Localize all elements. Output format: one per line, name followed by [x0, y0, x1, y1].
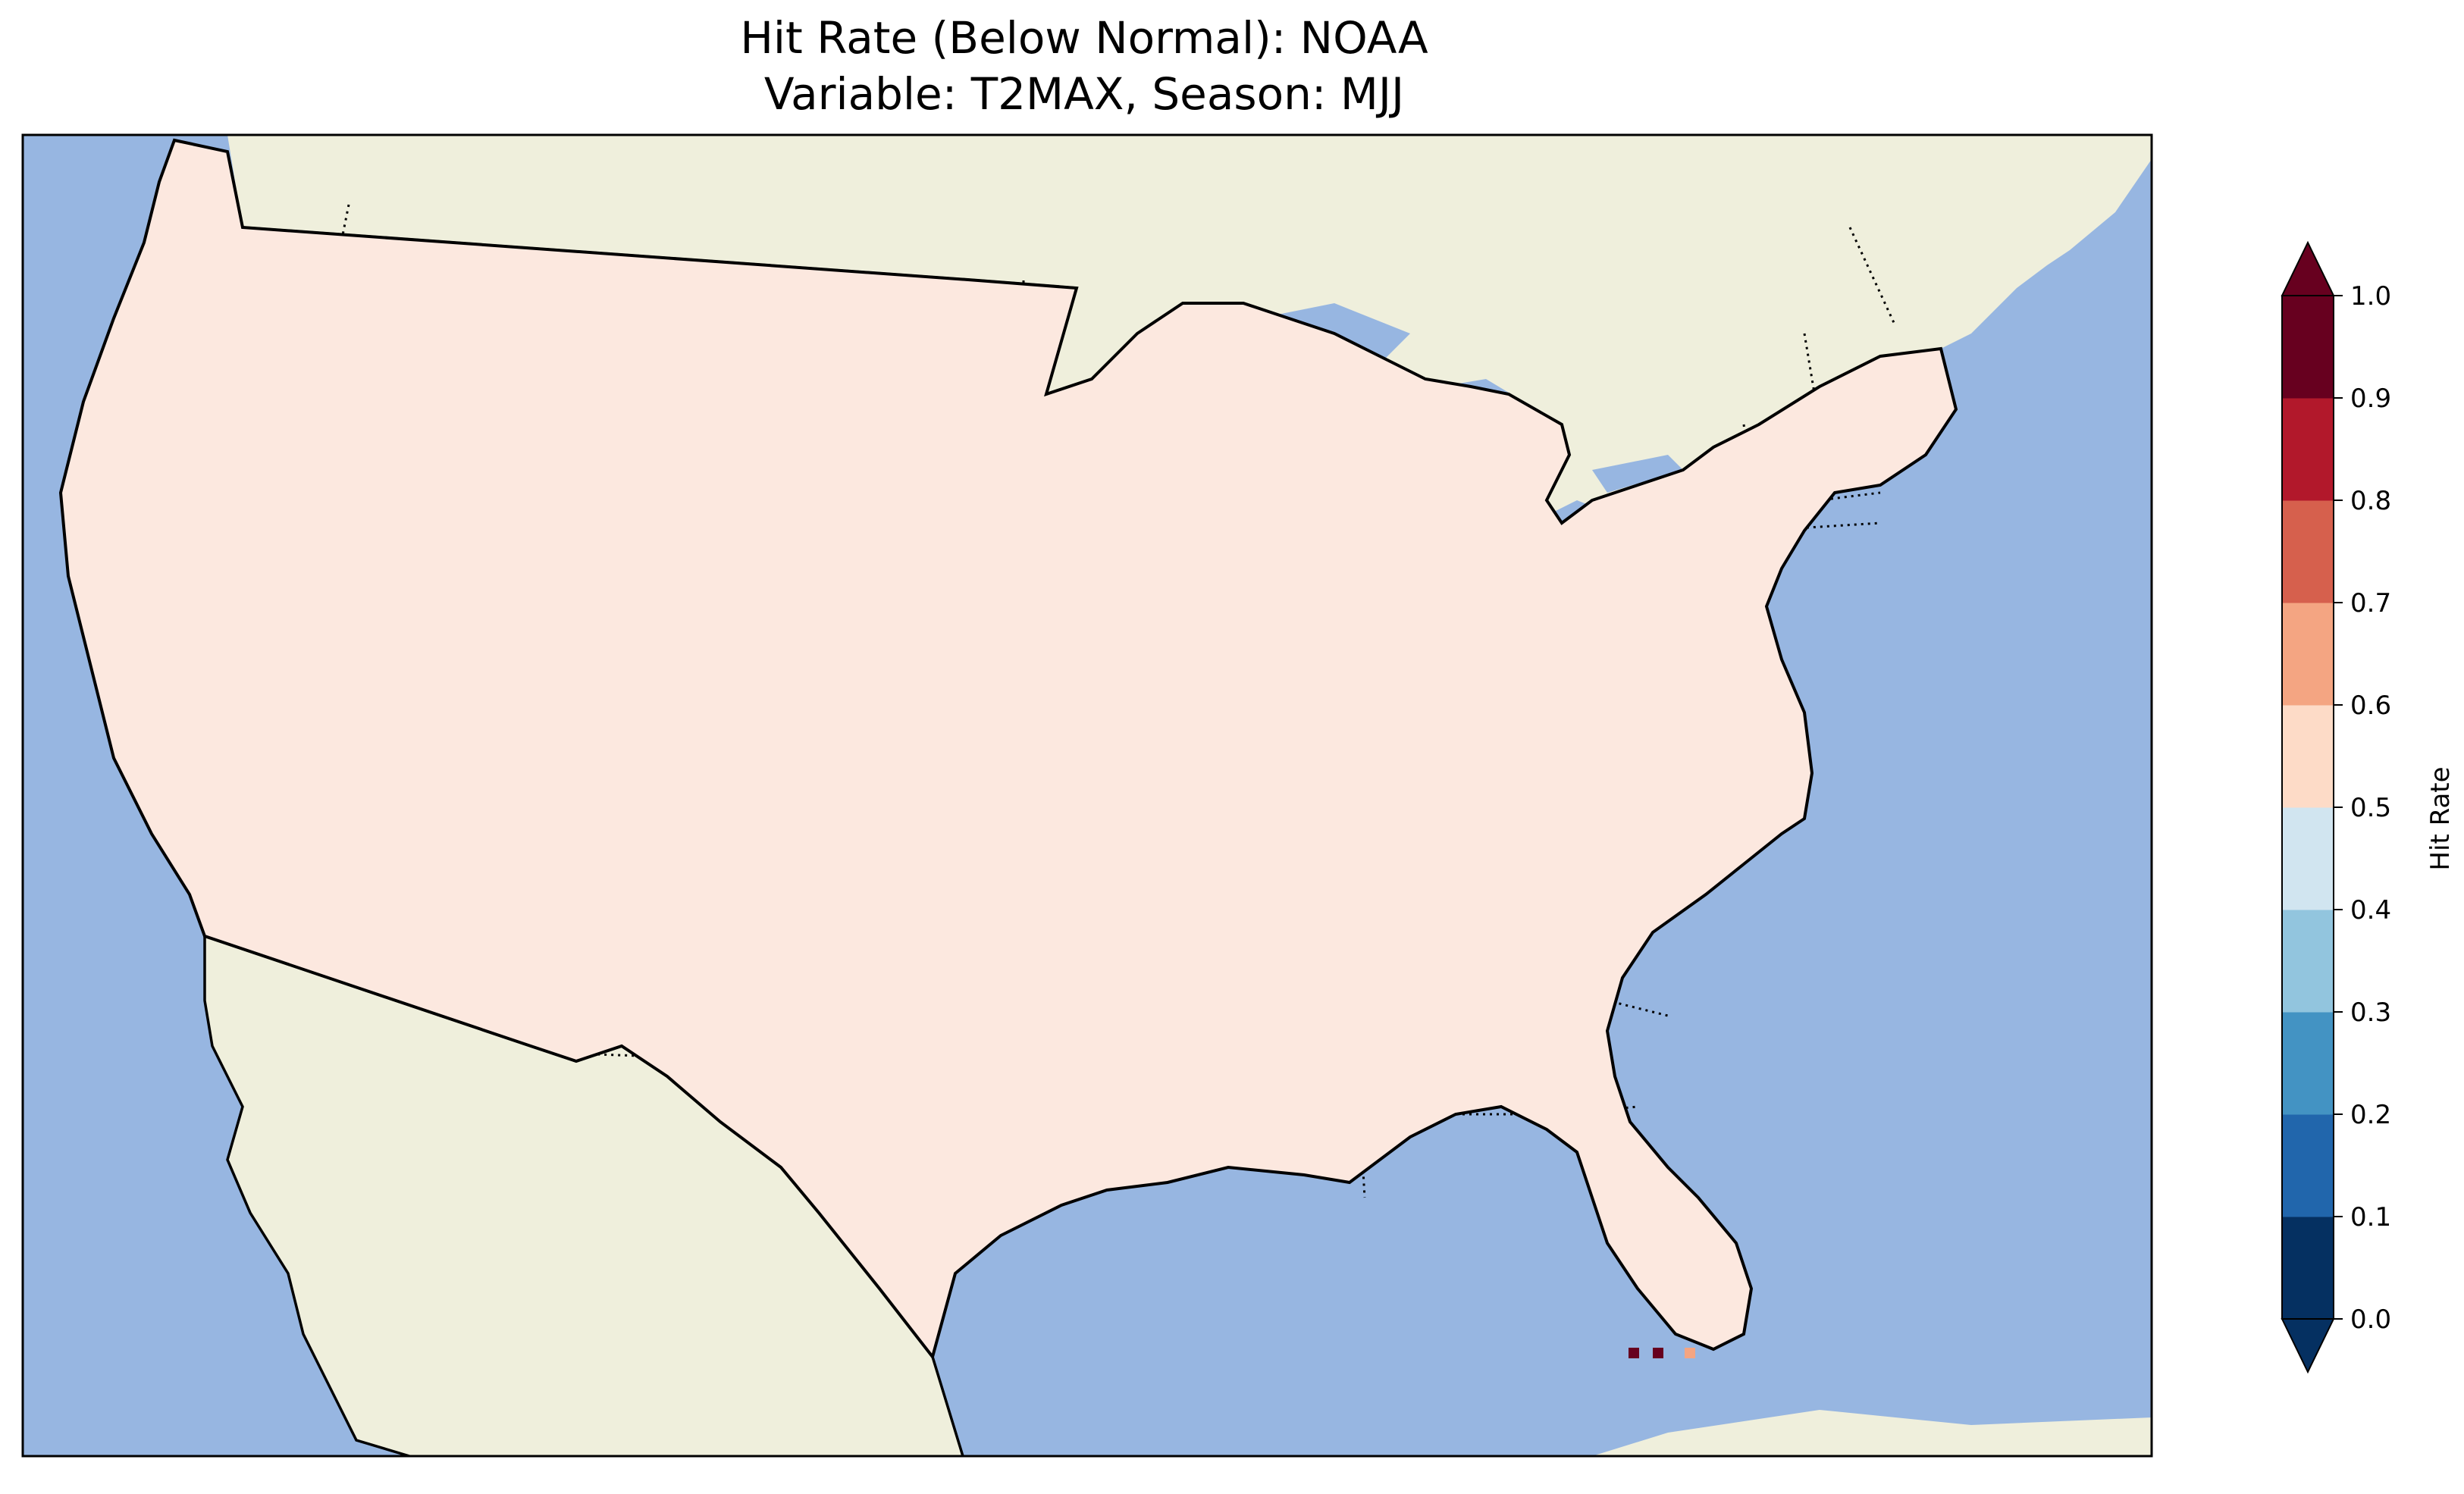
- colorbar-bin-6: [2282, 603, 2334, 706]
- mexico-coastline: [203, 936, 410, 1456]
- colorbar-bin-3: [2282, 910, 2334, 1013]
- colorbar-bin-4: [2282, 807, 2334, 910]
- mexico-land: [205, 936, 963, 1456]
- colorbar-tick-label: 0.3: [2350, 998, 2391, 1028]
- colorbar-tick-label: 0.1: [2350, 1202, 2391, 1232]
- colorbar: 0.0 0.1 0.2 0.3 0.4 0.5 0.6 0.7 0.8 0.9 1.0: [2281, 240, 2391, 1374]
- colorbar-extend-min: [2281, 1318, 2335, 1374]
- colorbar-bin-2: [2282, 1012, 2334, 1115]
- colorbar-bin-1: [2282, 1114, 2334, 1217]
- colorbar-tick-label: 1.0: [2350, 281, 2391, 312]
- keys-max-2: [1653, 1348, 1663, 1358]
- cuba-land: [1592, 1410, 2152, 1456]
- colorbar-label: Hit Rate: [2425, 766, 2456, 870]
- colorbar-tick-label: 0.5: [2350, 793, 2391, 823]
- colorbar-tick-label: 0.0: [2350, 1305, 2391, 1335]
- colorbar-bin-9: [2282, 296, 2334, 399]
- map-title-line2: Variable: T2MAX, Season: MJJ: [763, 68, 1405, 120]
- colorbar-bin-8: [2282, 398, 2334, 501]
- colorbar-tick-label: 0.6: [2350, 691, 2391, 721]
- colorbar-tick-label: 0.2: [2350, 1100, 2391, 1130]
- canada-land: [190, 135, 2152, 523]
- colorbar-tick-label: 0.7: [2350, 588, 2391, 619]
- colorbar-extend-max: [2281, 240, 2335, 296]
- colorbar-tick-label: 0.8: [2350, 486, 2391, 516]
- colorbar-bin-0: [2282, 1217, 2334, 1320]
- keys-moderate: [1685, 1348, 1695, 1358]
- keys-max-1: [1629, 1348, 1639, 1358]
- colorbar-bin-5: [2282, 705, 2334, 808]
- colorbar-tick-label: 0.4: [2350, 895, 2391, 926]
- map-title-line1: Hit Rate (Below Normal): NOAA: [740, 12, 1428, 64]
- colorbar-tick-label: 0.9: [2350, 384, 2391, 414]
- map-frame: [21, 133, 2153, 1458]
- colorbar-bin-7: [2282, 500, 2334, 603]
